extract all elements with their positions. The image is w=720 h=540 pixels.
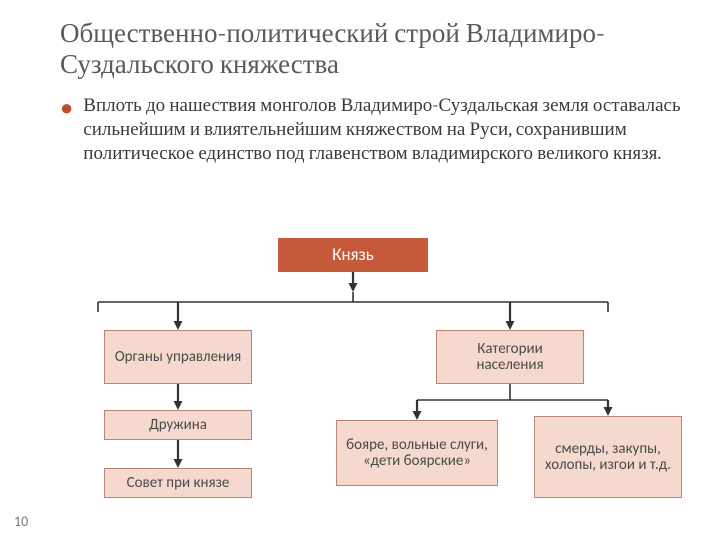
node-right2b: смерды, закупы, холопы, изгои и т.д. xyxy=(534,416,682,498)
connectors-layer xyxy=(0,0,720,540)
page-number: 10 xyxy=(14,513,28,530)
node-left1: Органы управления xyxy=(104,330,252,384)
node-root: Князь xyxy=(278,238,428,272)
node-right1: Категории населения xyxy=(436,330,584,384)
bullet-text: Вплоть до нашествия монголов Владимиро-С… xyxy=(83,94,690,165)
node-left2: Дружина xyxy=(104,410,252,440)
bullet-dot-icon: ● xyxy=(60,97,73,165)
slide-title: Общественно-политический строй Владимиро… xyxy=(60,18,690,80)
node-right2a: бояре, вольные слуги, «дети боярские» xyxy=(336,420,498,486)
bullet-row: ● Вплоть до нашествия монголов Владимиро… xyxy=(60,94,690,165)
node-left3: Совет при князе xyxy=(104,468,252,498)
org-chart: Князь Органы управления Категории населени… xyxy=(0,0,720,540)
